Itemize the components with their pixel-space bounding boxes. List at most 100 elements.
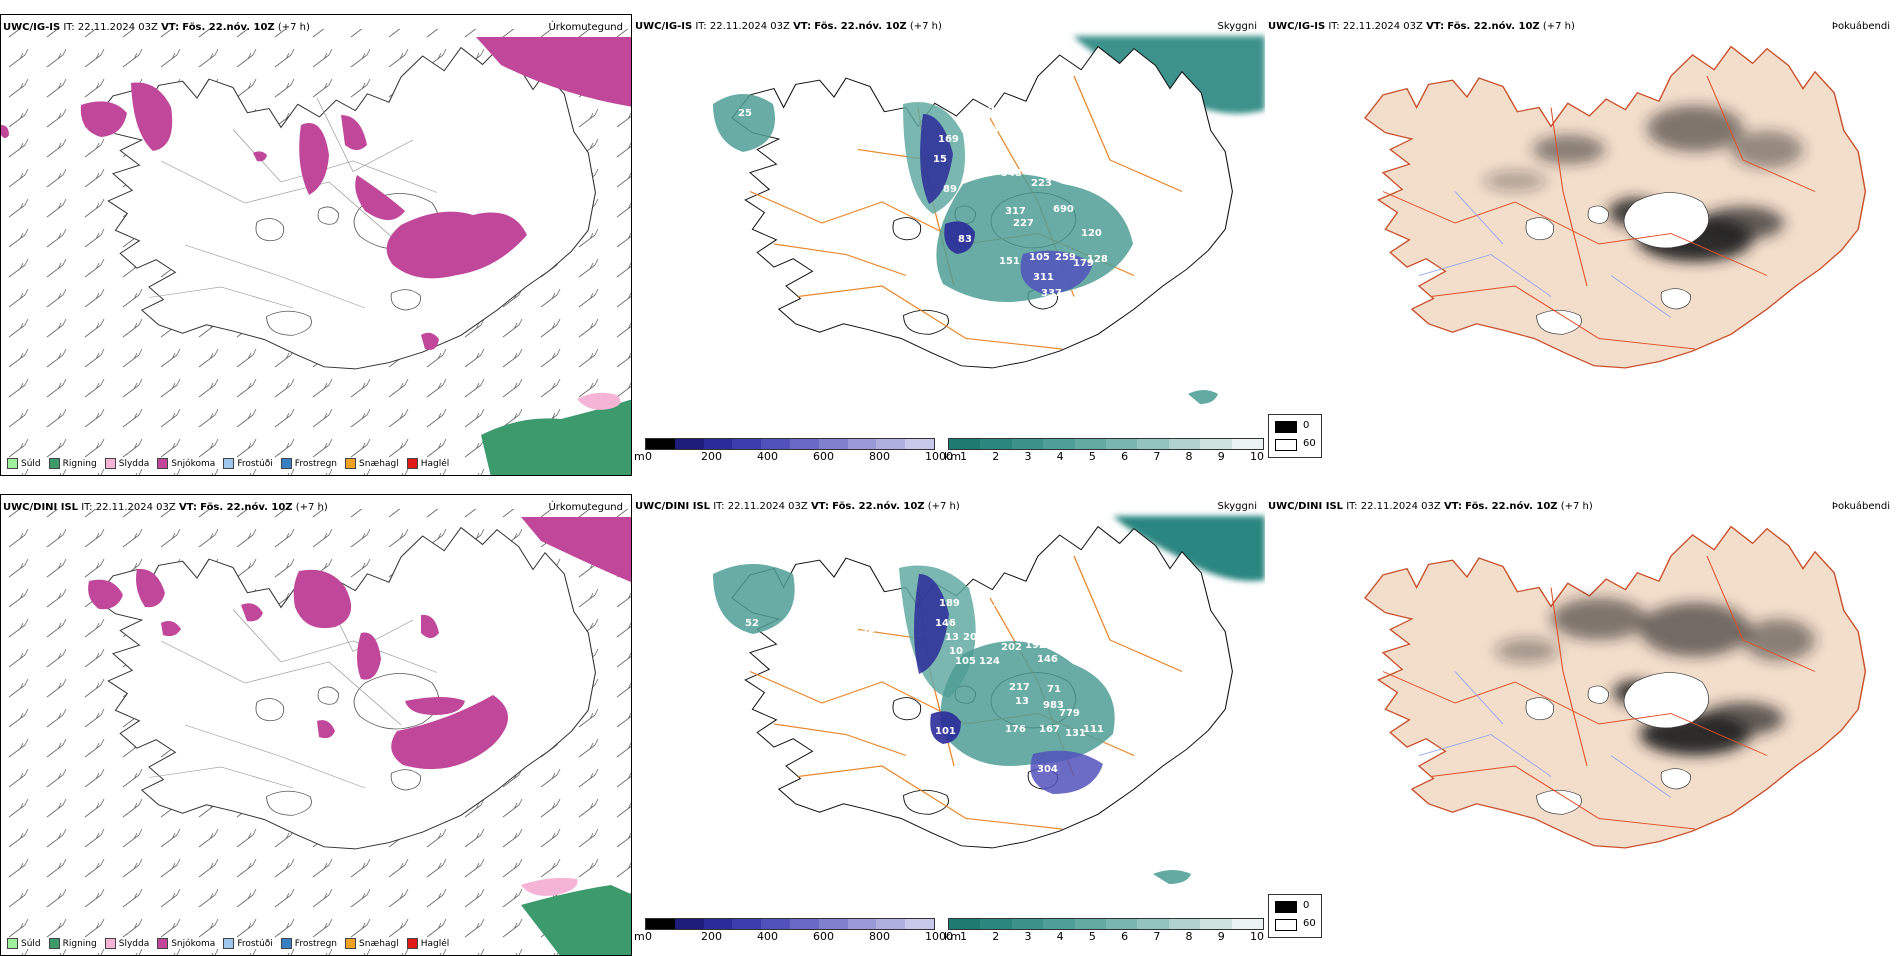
visibility-value-label: 337 bbox=[1041, 288, 1062, 299]
fog-panel-bottom: UWC/DINI ISL IT: 22.11.2024 03Z VT: Fös.… bbox=[1266, 494, 1898, 956]
legend-swatch bbox=[345, 938, 357, 949]
legend-item-snæhagl: Snæhagl bbox=[345, 938, 399, 949]
vt-value: Fös. 22.nóv. 10Z bbox=[1465, 501, 1558, 512]
visibility-value-label: 146 bbox=[935, 618, 956, 629]
colorbar-tick-label: 0 bbox=[645, 930, 652, 943]
vt-value: Fös. 22.nóv. 10Z bbox=[832, 501, 925, 512]
visibility-value-label: 189 bbox=[939, 598, 960, 609]
visibility-value-label: 13 bbox=[1015, 696, 1029, 707]
visibility-value-label: 131 bbox=[1065, 728, 1086, 739]
colorbar-tick-label: 4 bbox=[1056, 450, 1064, 463]
panel-header: UWC/DINI ISL IT: 22.11.2024 03Z VT: Fös.… bbox=[635, 501, 1263, 515]
it-label: IT: bbox=[1328, 21, 1340, 32]
visibility-value-label: 105 bbox=[955, 656, 976, 667]
legend-swatch bbox=[280, 458, 292, 469]
colorbar-segment bbox=[1200, 919, 1232, 929]
visibility-value-label: 317 bbox=[1005, 206, 1026, 217]
model-name: UWC/IG-IS bbox=[3, 22, 61, 33]
panel-header: UWC/IG-IS IT: 22.11.2024 03Z VT: Fös. 22… bbox=[3, 22, 629, 36]
colorbar-segment bbox=[1106, 919, 1138, 929]
legend-item-snjókoma: Snjókoma bbox=[157, 938, 215, 949]
colorbar-tick-label: 1000 bbox=[925, 450, 953, 463]
colorbar-tick-label: 1000 bbox=[925, 930, 953, 943]
visibility-value-label: 101 bbox=[935, 726, 956, 737]
visibility-value-label: 690 bbox=[1053, 204, 1074, 215]
legend-item-frostregn: Frostregn bbox=[280, 938, 337, 949]
ceiling-colorbar bbox=[645, 918, 935, 930]
vt-value: Fös. 22.nóv. 10Z bbox=[1447, 21, 1540, 32]
panel-title: Skyggni bbox=[1217, 501, 1257, 512]
fog-swatch-0 bbox=[1275, 421, 1297, 433]
panel-header: UWC/DINI ISL IT: 22.11.2024 03Z VT: Fös.… bbox=[1268, 501, 1896, 515]
fog-label-0: 0 bbox=[1303, 420, 1310, 431]
colorbar-tick-label: 800 bbox=[869, 450, 890, 463]
visibility-value-label: 146 bbox=[1037, 654, 1058, 665]
lead-time: (+7 h) bbox=[295, 502, 328, 513]
panel-header: UWC/IG-IS IT: 22.11.2024 03Z VT: Fös. 22… bbox=[635, 21, 1263, 35]
colorbar-segment bbox=[732, 919, 762, 929]
colorbar-tick-label: 2 bbox=[992, 930, 1000, 943]
panel-title: Skyggni bbox=[1217, 21, 1257, 32]
colorbar-tick-label: 8 bbox=[1185, 930, 1193, 943]
visibility-value-label: 202 bbox=[1001, 642, 1022, 653]
legend-label: Snjókoma bbox=[171, 938, 216, 949]
visibility-colorbar bbox=[948, 438, 1264, 450]
legend-label: Slydda bbox=[118, 938, 150, 949]
colorbar-tick-label: 3 bbox=[1024, 930, 1032, 943]
visibility-value-label: 779 bbox=[1059, 708, 1080, 719]
precip-panel-top: UWC/IG-IS IT: 22.11.2024 03Z VT: Fös. 22… bbox=[0, 14, 632, 476]
it-label: IT: bbox=[63, 22, 75, 33]
colorbar-tick-label: 1 bbox=[960, 450, 967, 463]
legend-label: Slydda bbox=[118, 458, 150, 469]
legend-swatch bbox=[104, 458, 116, 469]
ceiling-colorbar bbox=[645, 438, 935, 450]
legend-item-frostúði: Frostúði bbox=[223, 938, 273, 949]
colorbar-tick-label: 6 bbox=[1121, 450, 1129, 463]
model-name: UWC/IG-IS bbox=[635, 21, 693, 32]
legend-label: Frostregn bbox=[294, 458, 338, 469]
colorbar-segment bbox=[949, 919, 981, 929]
colorbar-tick-label: 8 bbox=[1185, 450, 1193, 463]
colorbar-tick-label: 5 bbox=[1088, 930, 1096, 943]
colorbar-segment bbox=[1011, 439, 1044, 449]
it-label: IT: bbox=[81, 502, 93, 513]
colorbar-segment bbox=[905, 919, 934, 929]
low-visibility-areas bbox=[713, 94, 1218, 404]
colorbar-segment bbox=[703, 919, 733, 929]
legend-swatch bbox=[280, 938, 292, 949]
legend-item-rigning: Rigning bbox=[48, 458, 97, 469]
lead-time: (+7 h) bbox=[1560, 501, 1593, 512]
legend-label: Frostúði bbox=[237, 938, 273, 949]
visibility-value-label: 169 bbox=[938, 134, 959, 145]
visibility-value-label: 124 bbox=[979, 656, 1000, 667]
colorbar-segment bbox=[847, 919, 877, 929]
colorbar-segment bbox=[761, 919, 790, 929]
legend-swatch bbox=[157, 458, 169, 469]
fog-swatch-60 bbox=[1275, 439, 1297, 451]
visibility-value-label: 111 bbox=[1083, 724, 1104, 735]
visibility-value-label: 223 bbox=[1031, 178, 1052, 189]
legend-label: Súld bbox=[21, 458, 41, 469]
panel-header: UWC/IG-IS IT: 22.11.2024 03Z VT: Fös. 22… bbox=[1268, 21, 1896, 35]
colorbar-segment bbox=[1200, 439, 1232, 449]
visibility-value-label: 176 bbox=[1005, 724, 1026, 735]
legend-label: Haglél bbox=[420, 458, 450, 469]
colorbar-segment bbox=[761, 439, 790, 449]
colorbar-segment bbox=[1011, 919, 1044, 929]
vt-label: VT: bbox=[1443, 501, 1462, 512]
it-label: IT: bbox=[695, 21, 707, 32]
colorbar-segment bbox=[1074, 919, 1107, 929]
panel-title: Þokuábendi bbox=[1831, 21, 1890, 32]
legend-label: Snæhagl bbox=[359, 458, 399, 469]
lead-time: (+7 h) bbox=[277, 22, 310, 33]
legend-swatch bbox=[406, 458, 418, 469]
visibility-value-label: 13 bbox=[945, 632, 959, 643]
fog-swatch-0 bbox=[1275, 901, 1297, 913]
colorbar-segment bbox=[646, 919, 675, 929]
visibility-unit: km bbox=[944, 930, 962, 943]
panel-title: Úrkomutegund bbox=[548, 22, 623, 33]
colorbar-segment bbox=[1137, 919, 1169, 929]
colorbar-segment bbox=[980, 919, 1012, 929]
